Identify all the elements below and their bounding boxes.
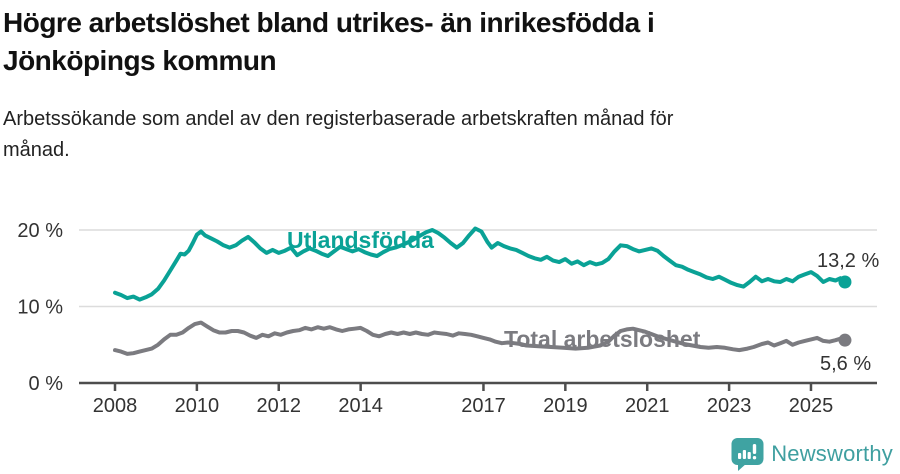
logo-bar-2 [742, 450, 747, 459]
x-tick-label-2025: 2025 [789, 395, 834, 417]
y-tick-label-20: 20 % [17, 220, 63, 242]
logo-exclamation-bar [752, 444, 757, 454]
x-tick-label-2012: 2012 [257, 395, 302, 417]
series-line-total [113, 320, 847, 356]
chart-header: Högre arbetslöshet bland utrikes- än inr… [3, 4, 883, 166]
line-chart: 2008 2010 2012 2014 2017 2019 2021 2023 2025 0 % 1… [0, 205, 900, 420]
newsworthy-brand-text: Newsworthy [771, 441, 893, 466]
x-tick-label-2014: 2014 [338, 395, 383, 417]
series-line-utlandsfodda [113, 226, 847, 302]
logo-bar-1 [738, 453, 742, 459]
series-value-label-total: 5,6 % [820, 353, 871, 375]
page-subtitle: Arbetssökande som andel av den registerb… [3, 104, 883, 166]
logo-bubble-tail [738, 463, 748, 471]
x-tick-label-2023: 2023 [707, 395, 752, 417]
x-tick-label-2008: 2008 [93, 395, 138, 417]
logo-exclamation-dot [752, 456, 757, 460]
x-tick-label-2017: 2017 [461, 395, 506, 417]
y-tick-label-10: 10 % [17, 297, 63, 319]
x-tick-label-2021: 2021 [625, 395, 670, 417]
newsworthy-attribution: Newsworthy [731, 437, 893, 471]
logo-bar-3 [747, 452, 751, 459]
newsworthy-logo-icon [731, 438, 764, 471]
series-end-dot-total [838, 333, 852, 347]
page-subtitle-line-1: Arbetssökande som andel av den registerb… [3, 108, 674, 130]
page-title: Högre arbetslöshet bland utrikes- än inr… [3, 4, 883, 80]
series-value-label-utlandsfodda: 13,2 % [817, 250, 879, 272]
series-end-dot-utlandsfodda [838, 275, 852, 289]
y-tick-label-0: 0 % [29, 373, 64, 395]
logo-bubble [731, 438, 764, 465]
page-subtitle-line-2: månad. [3, 139, 70, 161]
page-title-line-1: Högre arbetslöshet bland utrikes- än inr… [3, 7, 655, 38]
series-label-utlandsfodda: Utlandsfödda [287, 227, 434, 253]
chart-canvas: 2008 2010 2012 2014 2017 2019 2021 2023 2025 0 % 1… [17, 220, 879, 417]
page-title-line-2: Jönköpings kommun [3, 45, 277, 76]
x-tick-label-2010: 2010 [175, 395, 220, 417]
x-tick-label-2019: 2019 [543, 395, 588, 417]
series-label-total: Total arbetslöshet [504, 326, 701, 352]
